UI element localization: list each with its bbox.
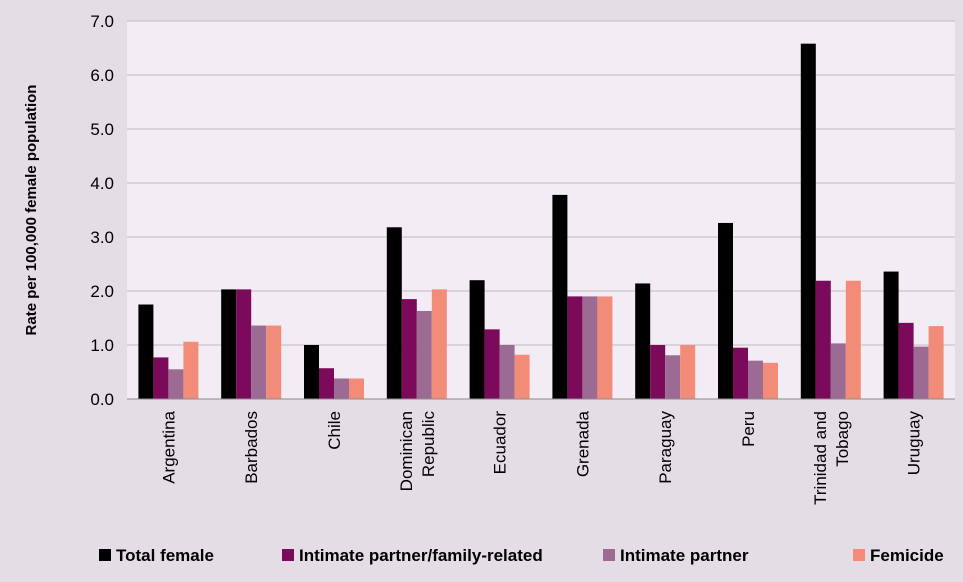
x-category-label: Dominican bbox=[397, 411, 416, 491]
x-category-label: Trinidad and bbox=[811, 411, 830, 505]
bar-intimate-partner bbox=[748, 360, 763, 399]
bar-femicide bbox=[928, 326, 944, 399]
y-tick-label: 0.0 bbox=[90, 390, 114, 409]
bar-total-female bbox=[552, 194, 568, 399]
y-tick-label: 7.0 bbox=[90, 12, 114, 31]
bar-intimate-partner bbox=[334, 378, 349, 399]
legend: Total female Intimate partner/family-rela… bbox=[99, 546, 944, 565]
legend-swatch bbox=[603, 549, 615, 561]
legend-label: Intimate partner bbox=[620, 546, 749, 565]
x-category-label: Republic bbox=[419, 411, 438, 478]
bar-intimate-partner bbox=[416, 310, 432, 399]
x-category-label: Uruguay bbox=[905, 411, 924, 476]
bar-intimate-partner-family-related bbox=[484, 329, 500, 399]
bar-femicide bbox=[431, 289, 447, 399]
bar-intimate-partner bbox=[913, 346, 929, 399]
bar-total-female bbox=[718, 222, 733, 399]
bar-femicide bbox=[763, 362, 778, 399]
legend-swatch bbox=[853, 549, 865, 561]
x-category-labels: Argentina Barbados Chile Dominican Republic E… bbox=[159, 410, 923, 504]
y-tick-label: 4.0 bbox=[90, 174, 114, 193]
y-axis-title: Rate per 100,000 female population bbox=[23, 85, 40, 336]
bar-total-female bbox=[138, 304, 154, 399]
bar-intimate-partner-family-related bbox=[733, 347, 748, 399]
bar-total-female bbox=[800, 43, 816, 400]
bar-intimate-partner bbox=[582, 296, 598, 399]
bar-total-female bbox=[469, 280, 485, 399]
x-category-label: Ecuador bbox=[491, 411, 510, 475]
bar-intimate-partner-family-related bbox=[236, 289, 252, 399]
legend-label: Femicide bbox=[870, 546, 944, 565]
bar-intimate-partner-family-related bbox=[815, 280, 831, 399]
bar-total-female bbox=[635, 283, 651, 399]
x-category-label: Argentina bbox=[159, 410, 178, 483]
bar-total-female bbox=[883, 271, 899, 399]
bar-intimate-partner-family-related bbox=[567, 296, 583, 399]
bar-intimate-partner bbox=[665, 355, 681, 399]
bar-intimate-partner bbox=[251, 325, 267, 399]
y-tick-label: 2.0 bbox=[90, 282, 114, 301]
bar-femicide bbox=[266, 325, 282, 399]
x-category-label: Chile bbox=[325, 411, 344, 450]
x-category-label: Grenada bbox=[573, 410, 592, 477]
bar-total-female bbox=[304, 345, 319, 399]
bar-intimate-partner-family-related bbox=[153, 357, 169, 399]
bar-femicide bbox=[680, 345, 696, 399]
bar-femicide bbox=[845, 280, 861, 399]
legend-swatch bbox=[99, 549, 111, 561]
bars bbox=[138, 43, 944, 400]
bar-intimate-partner bbox=[499, 345, 515, 399]
legend-label: Total female bbox=[116, 546, 214, 565]
y-tick-label: 5.0 bbox=[90, 120, 114, 139]
bar-intimate-partner bbox=[830, 343, 846, 399]
x-category-label: Paraguay bbox=[656, 411, 675, 484]
legend-label: Intimate partner/family-related bbox=[299, 546, 543, 565]
x-category-label: Peru bbox=[739, 411, 758, 447]
bar-femicide bbox=[183, 341, 199, 399]
bar-intimate-partner-family-related bbox=[898, 322, 914, 399]
bar-femicide bbox=[597, 296, 613, 399]
y-tick-labels: 0.0 1.0 2.0 3.0 4.0 5.0 6.0 7.0 bbox=[90, 12, 114, 409]
bar-intimate-partner-family-related bbox=[319, 368, 334, 399]
bar-femicide bbox=[514, 354, 530, 399]
x-category-label: Barbados bbox=[242, 411, 261, 484]
x-category-label: Tobago bbox=[833, 411, 852, 467]
bar-femicide bbox=[349, 378, 364, 399]
bar-intimate-partner bbox=[168, 369, 184, 399]
bar-total-female bbox=[386, 227, 402, 399]
y-tick-label: 3.0 bbox=[90, 228, 114, 247]
bar-intimate-partner-family-related bbox=[650, 345, 666, 399]
y-tick-label: 1.0 bbox=[90, 336, 114, 355]
y-tick-label: 6.0 bbox=[90, 66, 114, 85]
bar-total-female bbox=[221, 289, 237, 399]
legend-swatch bbox=[282, 549, 294, 561]
bar-intimate-partner-family-related bbox=[401, 299, 417, 399]
